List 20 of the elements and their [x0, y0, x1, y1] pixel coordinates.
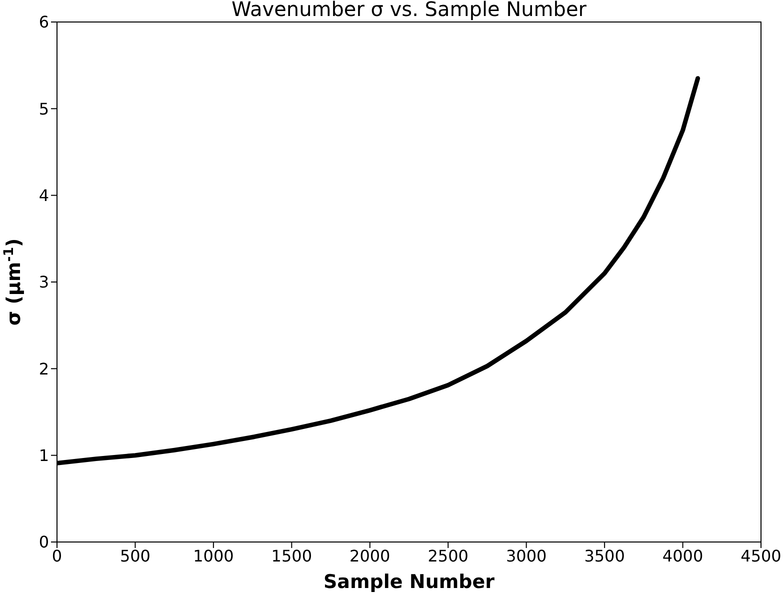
x-tick-label: 1000 [193, 546, 234, 566]
y-tick-label: 2 [38, 359, 49, 378]
x-tick-label: 4500 [740, 546, 782, 566]
y-tick-label: 5 [38, 99, 49, 118]
chart-title: Wavenumber σ vs. Sample Number [232, 0, 588, 21]
x-tick-label: 1500 [271, 546, 312, 566]
y-tick-label: 1 [38, 446, 49, 466]
x-tick-label: 3000 [506, 546, 547, 566]
x-tick-label: 0 [52, 546, 62, 566]
y-tick-label: 3 [38, 272, 49, 292]
x-axis-title: Sample Number [324, 571, 496, 593]
x-tick-label: 3500 [584, 546, 625, 566]
y-tick-label: 6 [38, 12, 49, 32]
y-tick-label: 4 [38, 186, 49, 206]
x-tick-label: 4000 [662, 546, 704, 566]
x-tick-label: 2500 [428, 546, 468, 566]
y-tick-label: 0 [38, 532, 49, 552]
x-tick-label: 500 [120, 546, 150, 566]
line-series [57, 76, 700, 466]
x-tick-label: 2000 [350, 546, 390, 566]
